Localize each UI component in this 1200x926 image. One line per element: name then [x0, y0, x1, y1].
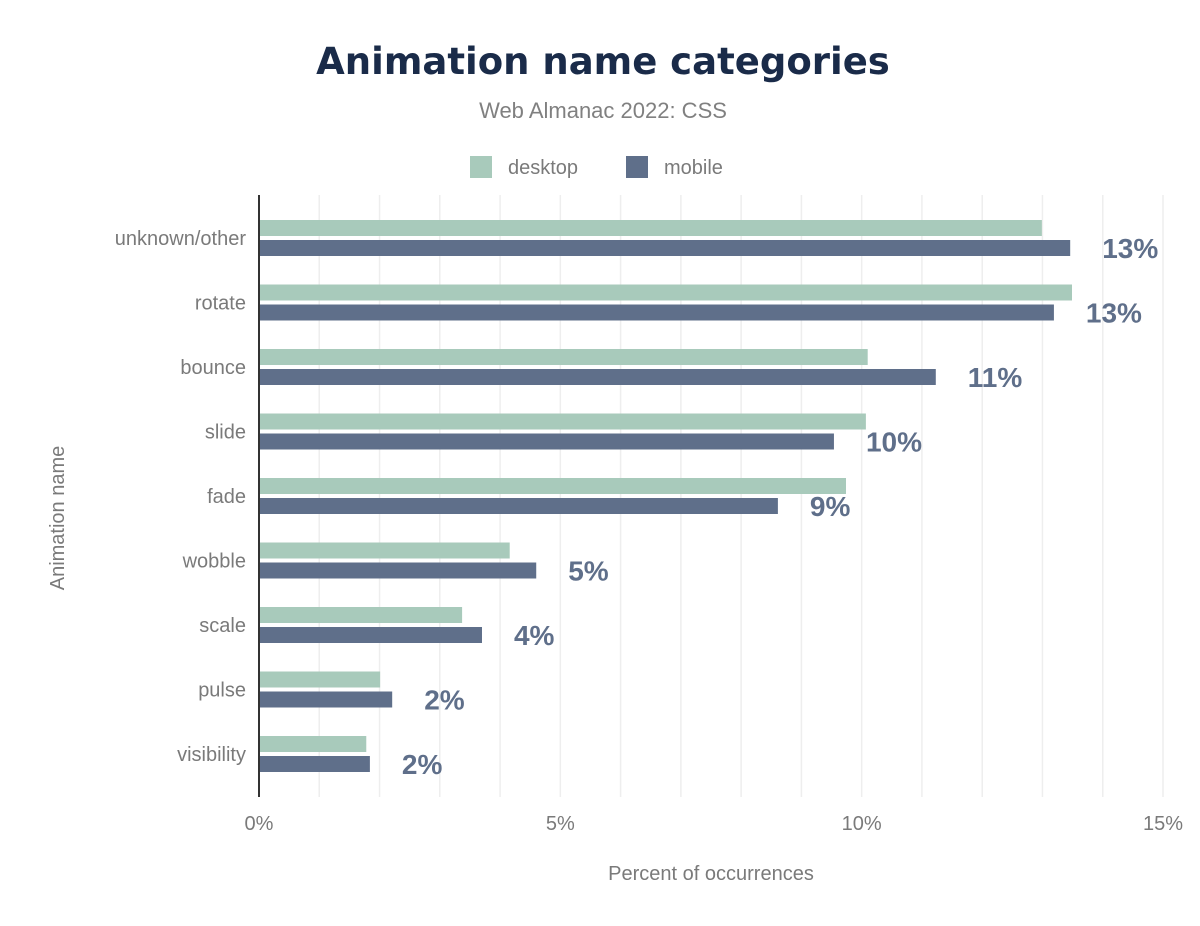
- bar-desktop: [259, 478, 846, 494]
- data-label: 11%: [968, 362, 1023, 393]
- bar-desktop: [259, 220, 1042, 236]
- data-label: 5%: [568, 556, 609, 587]
- y-tick-label: fade: [207, 486, 246, 508]
- x-tick-label: 0%: [245, 813, 274, 835]
- bar-mobile: [259, 369, 936, 385]
- chart-subtitle: Web Almanac 2022: CSS: [479, 98, 727, 123]
- legend: desktop mobile: [470, 156, 723, 179]
- y-tick-label: pulse: [198, 680, 246, 702]
- chart-title: Animation name categories: [316, 40, 890, 83]
- bar-mobile: [259, 562, 537, 579]
- x-axis-title: Percent of occurrences: [608, 863, 814, 885]
- bar-desktop: [259, 542, 510, 559]
- legend-label-mobile: mobile: [664, 157, 723, 179]
- y-tick-label: wobble: [182, 551, 246, 573]
- bar-desktop: [259, 736, 367, 752]
- x-tick-label: 15%: [1143, 813, 1183, 835]
- legend-swatch-mobile: [626, 156, 648, 178]
- bar-mobile: [259, 240, 1071, 256]
- legend-swatch-desktop: [470, 156, 492, 178]
- bar-mobile: [259, 433, 834, 450]
- y-tick-label: unknown/other: [115, 228, 247, 250]
- y-tick-label: slide: [205, 422, 246, 444]
- x-tick-label: 10%: [842, 813, 882, 835]
- bar-desktop: [259, 607, 463, 623]
- y-tick-label: rotate: [195, 293, 246, 315]
- data-label: 13%: [1086, 298, 1142, 329]
- y-tick-label: bounce: [180, 357, 246, 379]
- y-axis-title: Animation name: [47, 446, 69, 591]
- bar-desktop: [259, 671, 381, 688]
- data-label: 2%: [424, 685, 465, 716]
- bar-mobile: [259, 691, 393, 708]
- y-tick-label: visibility: [177, 744, 246, 766]
- bar-desktop: [259, 284, 1072, 301]
- data-label: 10%: [866, 427, 922, 458]
- data-label: 4%: [514, 620, 555, 651]
- data-label: 2%: [402, 749, 443, 780]
- data-label: 9%: [810, 491, 851, 522]
- bar-mobile: [259, 756, 370, 772]
- bar-desktop: [259, 349, 868, 365]
- bar-mobile: [259, 498, 778, 514]
- bar-mobile: [259, 304, 1054, 321]
- x-tick-label: 5%: [546, 813, 575, 835]
- legend-label-desktop: desktop: [508, 157, 578, 179]
- bar-mobile: [259, 627, 482, 643]
- bar-desktop: [259, 413, 866, 430]
- y-tick-label: scale: [199, 615, 246, 637]
- data-label: 13%: [1102, 233, 1158, 264]
